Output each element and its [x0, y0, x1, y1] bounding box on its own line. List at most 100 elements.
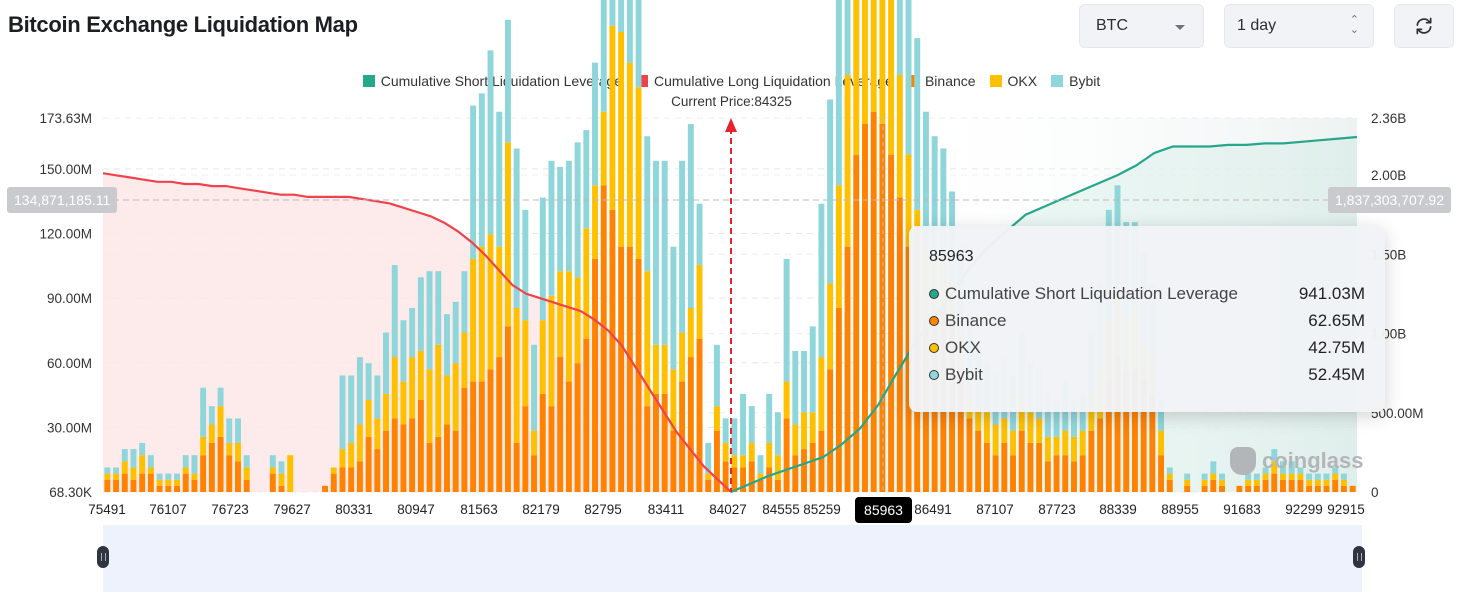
- x-axis-tick: 83411: [648, 502, 685, 517]
- zoom-handle-left[interactable]: [97, 546, 109, 568]
- binance-bar: [1079, 455, 1086, 492]
- y-axis-left-tick: 90.00M: [47, 291, 92, 306]
- bybit-bar: [679, 160, 686, 333]
- bybit-bar: [844, 0, 851, 75]
- bybit-bar: [391, 265, 398, 358]
- data-zoom-slider[interactable]: [103, 525, 1362, 592]
- binance-bar: [696, 338, 703, 492]
- okx-bar: [722, 442, 729, 462]
- symbol-select[interactable]: BTC: [1079, 4, 1204, 48]
- binance-bar: [435, 436, 442, 492]
- binance-bar: [208, 442, 215, 492]
- binance-bar: [1210, 479, 1217, 492]
- time-range-select-value: 1 day: [1237, 17, 1277, 34]
- refresh-button[interactable]: [1394, 4, 1454, 48]
- legend-label: Cumulative Long Liquidation Leverage: [654, 73, 893, 89]
- okx-bar: [679, 332, 686, 382]
- okx-bar: [417, 350, 424, 400]
- binance-bar: [1114, 357, 1121, 492]
- time-range-select[interactable]: 1 day ⌃ ⌄: [1224, 4, 1374, 48]
- okx-bar: [391, 357, 398, 419]
- binance-bar: [165, 485, 172, 492]
- bybit-bar: [487, 50, 494, 235]
- okx-bar: [1219, 479, 1225, 486]
- okx-bar: [1079, 430, 1086, 456]
- binance-bar: [356, 461, 363, 492]
- binance-bar: [975, 430, 982, 492]
- binance-bar: [870, 111, 877, 493]
- okx-bar: [574, 277, 581, 364]
- okx-bar: [1018, 393, 1025, 431]
- binance-bar: [722, 461, 729, 492]
- okx-bar: [774, 455, 781, 480]
- okx-bar: [1044, 436, 1051, 462]
- y-axis-right-tick: 500.00M: [1371, 406, 1424, 421]
- okx-bar: [278, 473, 285, 486]
- bybit-bar: [461, 271, 468, 333]
- okx-bar: [653, 344, 659, 394]
- binance-bar: [269, 473, 276, 492]
- binance-bar: [235, 461, 241, 492]
- okx-bar: [513, 307, 520, 443]
- binance-bar: [626, 246, 633, 492]
- binance-bar: [896, 197, 903, 492]
- bybit-bar: [1271, 449, 1278, 462]
- bybit-bar: [731, 418, 738, 456]
- okx-bar: [1001, 418, 1008, 443]
- okx-bar: [174, 479, 180, 486]
- bybit-bar: [504, 19, 511, 143]
- bybit-bar: [1306, 473, 1313, 480]
- okx-bar: [1288, 473, 1295, 480]
- binance-bar: [1166, 479, 1173, 492]
- bybit-bar: [522, 209, 529, 321]
- legend-item[interactable]: OKX: [989, 73, 1037, 89]
- okx-bar: [862, 0, 868, 124]
- x-axis-tick: 92299: [1285, 502, 1323, 517]
- okx-bar: [470, 258, 477, 382]
- tooltip-series-name: Cumulative Short Liquidation Leverage: [945, 283, 1238, 303]
- okx-bar: [835, 185, 842, 308]
- binance-bar: [1131, 369, 1138, 492]
- okx-bar: [801, 412, 807, 450]
- okx-bar: [1340, 479, 1347, 486]
- okx-bar: [208, 424, 215, 443]
- legend-item[interactable]: Cumulative Short Liquidation Leverage: [362, 73, 622, 89]
- x-axis-tick: 82795: [584, 502, 622, 517]
- binance-bar: [330, 473, 337, 492]
- binance-bar: [1332, 479, 1339, 492]
- bybit-bar: [653, 160, 659, 345]
- zoom-handle-right[interactable]: [1353, 546, 1365, 568]
- okx-bar: [618, 31, 625, 247]
- okx-bar: [992, 424, 999, 456]
- page-title: Bitcoin Exchange Liquidation Map: [8, 12, 358, 37]
- okx-bar: [1280, 473, 1286, 480]
- binance-bar: [496, 357, 503, 492]
- okx-bar: [235, 442, 241, 462]
- binance-bar: [400, 424, 407, 492]
- okx-bar: [696, 265, 703, 339]
- binance-bar: [862, 123, 868, 493]
- binance-bar: [565, 381, 572, 492]
- binance-bar: [957, 369, 964, 492]
- binance-bar: [522, 406, 529, 492]
- bybit-bar: [1053, 399, 1060, 437]
- x-axis-tick: 86491: [914, 502, 952, 517]
- legend-item[interactable]: Bybit: [1051, 73, 1100, 89]
- okx-bar: [1010, 430, 1016, 456]
- okx-bar: [1323, 479, 1330, 486]
- okx-bar: [635, 87, 642, 259]
- y-axis-left-tick: 173.63M: [39, 111, 92, 126]
- current-price-arrow-icon: [725, 118, 737, 132]
- binance-bar: [461, 387, 468, 492]
- okx-bar: [269, 467, 276, 474]
- bybit-bar: [539, 197, 546, 321]
- okx-bar: [409, 357, 416, 419]
- y-axis-left-tick: 30.00M: [47, 420, 92, 435]
- bybit-bar: [818, 203, 825, 358]
- okx-bar: [888, 0, 895, 155]
- bybit-bar: [592, 62, 598, 186]
- caret-down-icon: [1175, 25, 1185, 30]
- tooltip-series-value: 52.45M: [1308, 364, 1365, 384]
- x-axis-tick: 81563: [460, 502, 498, 517]
